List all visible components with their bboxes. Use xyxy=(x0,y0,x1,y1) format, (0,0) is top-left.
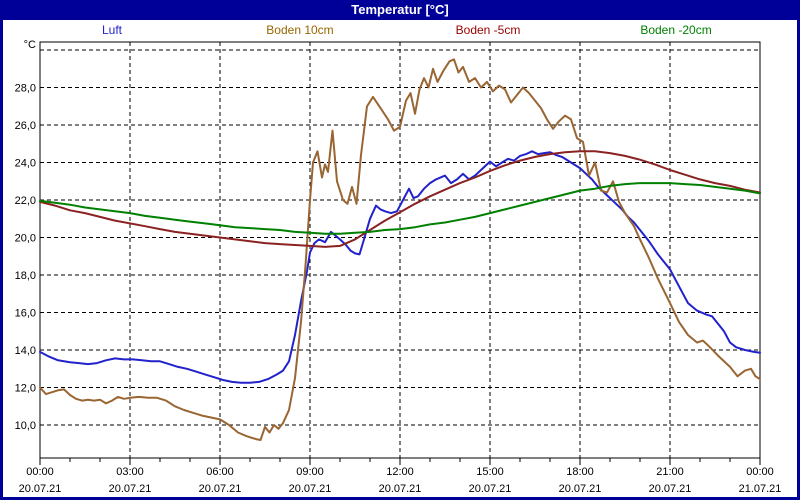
y-tick-label-10,0: 10,0 xyxy=(15,420,36,432)
y-tick-label-28,0: 28,0 xyxy=(15,83,36,95)
y-tick-label-12,0: 12,0 xyxy=(15,383,36,395)
x-tick-time-2: 06:00 xyxy=(206,466,234,478)
series-line-boden-5cm xyxy=(39,150,761,248)
x-tick-time-3: 09:00 xyxy=(296,466,324,478)
chart-title: Temperatur [°C] xyxy=(0,0,800,20)
window-border-left xyxy=(0,20,3,500)
x-tick-date-3: 20.07.21 xyxy=(289,483,332,495)
x-tick-date-8: 21.07.21 xyxy=(739,483,782,495)
x-tick-date-6: 20.07.21 xyxy=(559,483,602,495)
x-tick-date-7: 20.07.21 xyxy=(649,483,692,495)
x-tick-date-1: 20.07.21 xyxy=(109,483,152,495)
x-tick-date-2: 20.07.21 xyxy=(199,483,242,495)
x-tick-time-7: 21:00 xyxy=(656,466,684,478)
series-line-boden-10cm xyxy=(39,58,761,441)
y-tick-label-18,0: 18,0 xyxy=(15,270,36,282)
window-border-right xyxy=(797,20,800,500)
y-tick-label-22,0: 22,0 xyxy=(15,195,36,207)
x-tick-date-4: 20.07.21 xyxy=(379,483,422,495)
y-tick-label-16,0: 16,0 xyxy=(15,308,36,320)
x-tick-time-4: 12:00 xyxy=(386,466,414,478)
y-tick-label-24,0: 24,0 xyxy=(15,158,36,170)
x-tick-date-0: 20.07.21 xyxy=(19,483,62,495)
x-tick-time-6: 18:00 xyxy=(566,466,594,478)
x-tick-date-5: 20.07.21 xyxy=(469,483,512,495)
legend-item-luft: Luft xyxy=(101,23,123,37)
x-tick-time-0: 00:00 xyxy=(26,466,54,478)
x-tick-time-8: 00:00 xyxy=(746,466,774,478)
y-tick-label-26,0: 26,0 xyxy=(15,120,36,132)
legend-item-boden-minus5cm: Boden -5cm xyxy=(455,23,521,37)
y-axis-unit-label: °C xyxy=(24,39,36,51)
chart-legend: Luft Boden 10cm Boden -5cm Boden -20cm xyxy=(0,21,800,41)
window-border-bottom xyxy=(0,497,800,500)
legend-item-boden-minus20cm: Boden -20cm xyxy=(640,23,712,37)
y-tick-label-14,0: 14,0 xyxy=(15,345,36,357)
legend-item-boden-10cm: Boden 10cm xyxy=(266,23,334,37)
y-tick-label-20,0: 20,0 xyxy=(15,233,36,245)
x-tick-time-5: 15:00 xyxy=(476,466,504,478)
series-line-boden-20cm xyxy=(39,182,761,235)
x-tick-time-1: 03:00 xyxy=(116,466,144,478)
